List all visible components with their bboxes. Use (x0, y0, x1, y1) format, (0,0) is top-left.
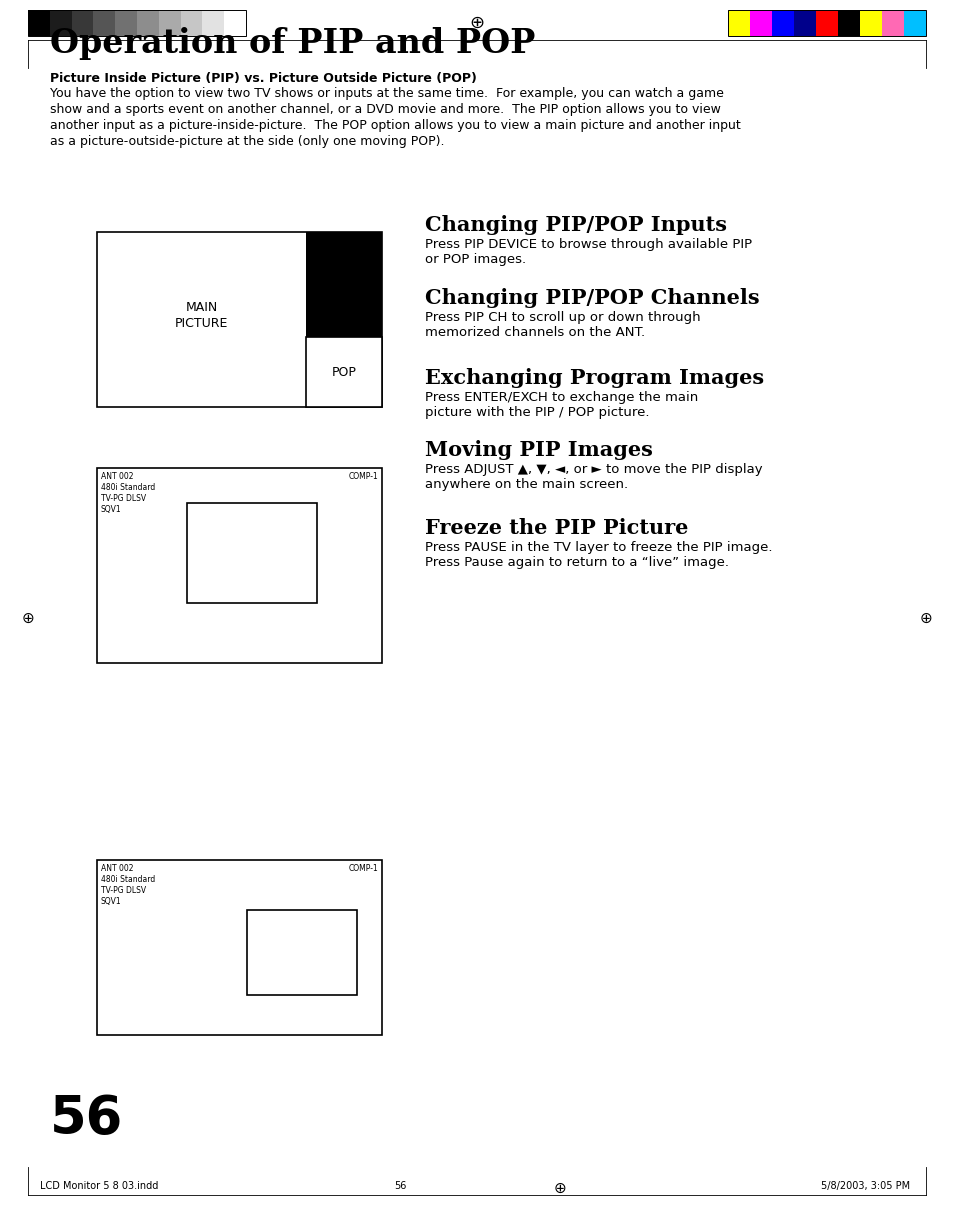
Text: Moving PIP Images: Moving PIP Images (424, 440, 652, 460)
Bar (859, 10, 882, 36)
Bar (97, 468, 381, 663)
Text: Freeze the PIP Picture: Freeze the PIP Picture (424, 518, 688, 538)
Bar (71, 10, 93, 36)
Bar (50, 10, 71, 36)
Bar (180, 10, 202, 36)
Text: ⊕: ⊕ (553, 1181, 566, 1196)
Text: ANT 002
480i Standard
TV-PG DLSV
SQV1: ANT 002 480i Standard TV-PG DLSV SQV1 (101, 471, 155, 514)
Text: POP: POP (332, 366, 356, 379)
Bar (882, 10, 903, 36)
Text: ⊕: ⊕ (469, 15, 484, 32)
Bar (793, 10, 815, 36)
Text: ANT 002
480i Standard
TV-PG DLSV
SQV1: ANT 002 480i Standard TV-PG DLSV SQV1 (101, 864, 155, 906)
Text: Press PIP DEVICE to browse through available PIP: Press PIP DEVICE to browse through avail… (424, 238, 751, 252)
Bar (815, 10, 837, 36)
Text: or POP images.: or POP images. (424, 253, 525, 266)
Text: Press PAUSE in the TV layer to freeze the PIP image.: Press PAUSE in the TV layer to freeze th… (424, 541, 772, 554)
Bar (224, 10, 246, 36)
Text: Press PIP CH to scroll up or down through: Press PIP CH to scroll up or down throug… (424, 311, 700, 324)
Bar (187, 503, 316, 603)
Bar (727, 10, 749, 36)
Bar (97, 860, 381, 1035)
Text: Press ENTER/EXCH to exchange the main: Press ENTER/EXCH to exchange the main (424, 391, 698, 405)
Bar (771, 10, 793, 36)
Bar (137, 10, 158, 36)
Bar (115, 10, 137, 36)
Text: ⊕: ⊕ (919, 610, 931, 626)
Bar (837, 10, 859, 36)
Text: Picture Inside Picture (PIP) vs. Picture Outside Picture (POP): Picture Inside Picture (PIP) vs. Picture… (50, 72, 476, 85)
Text: 56: 56 (394, 1181, 406, 1191)
Text: Operation of PIP and POP: Operation of PIP and POP (50, 27, 535, 60)
Text: Exchanging Program Images: Exchanging Program Images (424, 368, 763, 388)
Text: You have the option to view two TV shows or inputs at the same time.  For exampl: You have the option to view two TV shows… (50, 87, 723, 100)
Text: ⊕: ⊕ (22, 610, 34, 626)
Bar (903, 10, 925, 36)
Text: anywhere on the main screen.: anywhere on the main screen. (424, 477, 627, 491)
Bar (727, 10, 925, 36)
Text: Press ADJUST ▲, ▼, ◄, or ► to move the PIP display: Press ADJUST ▲, ▼, ◄, or ► to move the P… (424, 463, 761, 476)
Text: MAIN
PICTURE: MAIN PICTURE (174, 301, 228, 330)
Text: Changing PIP/POP Inputs: Changing PIP/POP Inputs (424, 215, 726, 234)
Text: show and a sports event on another channel, or a DVD movie and more.  The PIP op: show and a sports event on another chann… (50, 103, 720, 115)
Bar (93, 10, 115, 36)
Bar (28, 10, 246, 36)
Bar (202, 10, 224, 36)
Text: as a picture-outside-picture at the side (only one moving POP).: as a picture-outside-picture at the side… (50, 135, 444, 148)
Text: LCD Monitor 5 8 03.indd: LCD Monitor 5 8 03.indd (40, 1181, 158, 1191)
Bar (306, 337, 381, 407)
Text: picture with the PIP / POP picture.: picture with the PIP / POP picture. (424, 406, 649, 419)
Bar (158, 10, 180, 36)
Bar (306, 232, 381, 337)
Text: 5/8/2003, 3:05 PM: 5/8/2003, 3:05 PM (820, 1181, 909, 1191)
Bar (28, 10, 50, 36)
Text: memorized channels on the ANT.: memorized channels on the ANT. (424, 326, 644, 339)
Text: COMP-1: COMP-1 (348, 864, 377, 874)
Text: another input as a picture-inside-picture.  The POP option allows you to view a : another input as a picture-inside-pictur… (50, 119, 740, 132)
Text: COMP-1: COMP-1 (348, 471, 377, 481)
Text: Changing PIP/POP Channels: Changing PIP/POP Channels (424, 288, 759, 307)
Text: 56: 56 (50, 1094, 123, 1145)
Bar (247, 910, 356, 995)
Bar (749, 10, 771, 36)
Text: Press Pause again to return to a “live” image.: Press Pause again to return to a “live” … (424, 556, 728, 569)
Bar (97, 232, 381, 407)
